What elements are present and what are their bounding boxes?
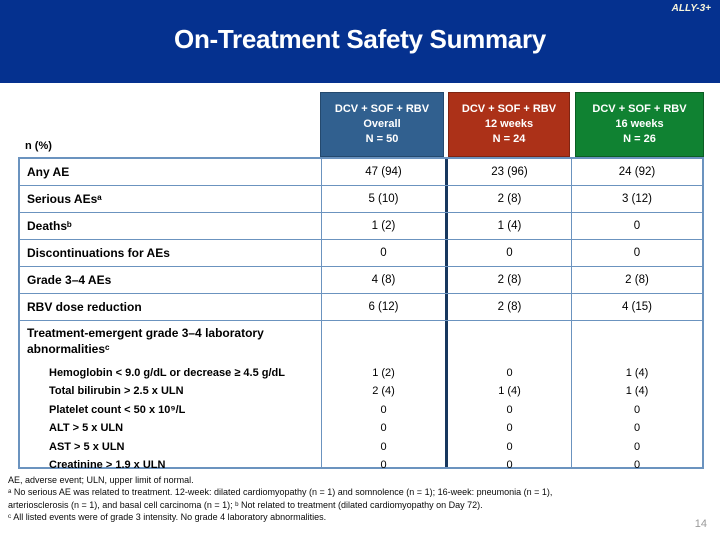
cell-value: 4 (15) [621, 301, 653, 313]
row-label: Serious AEsᵃ [20, 186, 322, 212]
cell-value: 1 (4) [625, 367, 649, 379]
cell-value: 0 [322, 240, 448, 266]
table-row-any-ae: Any AE 47 (94) 23 (96) 24 (92) [20, 159, 702, 186]
column-header-overall: DCV + SOF + RBV Overall N = 50 [320, 92, 444, 157]
cell-value: 2 (8) [448, 267, 572, 293]
table-row-deaths: Deathsᵇ 1 (2) 1 (4) 0 [20, 213, 702, 240]
column-header-line: 12 weeks [484, 118, 534, 130]
cell-value: 0 [506, 367, 513, 379]
cell-value: 1 (4) [625, 385, 649, 398]
lab-section-heading-line: Treatment-emergent grade 3–4 laboratory [27, 326, 264, 340]
cell-value: 0 [506, 403, 513, 416]
column-header-line: 16 weeks [615, 118, 664, 130]
lab-values-overall: 1 (2) 2 (4) 0 0 0 0 [322, 321, 448, 471]
table-row-grade-3-4-aes: Grade 3–4 AEs 4 (8) 2 (8) 2 (8) [20, 267, 702, 294]
column-header-line: N = 24 [492, 133, 526, 145]
lab-item-label: Creatinine > 1.9 x ULN [49, 459, 166, 472]
cell-value: 2 (8) [625, 274, 649, 286]
lab-item-label: ALT > 5 x ULN [49, 422, 124, 435]
row-label: Deathsᵇ [20, 213, 322, 239]
cell-value: 4 (8) [322, 267, 448, 293]
cell-value: 0 [506, 422, 513, 435]
cell-value: 0 [380, 440, 387, 453]
column-header-line: N = 50 [365, 133, 399, 145]
cell-value: 0 [380, 403, 387, 416]
footnote-a-line2-and-b: arteriosclerosis (n = 1), and basal cell… [8, 499, 483, 510]
cell-value: 3 (12) [621, 193, 653, 205]
cell-value: 0 [448, 240, 572, 266]
table-row-serious-aes: Serious AEsᵃ 5 (10) 2 (8) 3 (12) [20, 186, 702, 213]
column-header-12-weeks: DCV + SOF + RBV 12 weeks N = 24 [448, 92, 570, 157]
cell-value: 1 (4) [498, 385, 521, 398]
column-header-line: N = 26 [623, 133, 656, 145]
page-number: 14 [694, 518, 707, 530]
cell-value: 6 (12) [322, 294, 448, 320]
cell-value: 2 (8) [448, 294, 572, 320]
page-title: On-Treatment Safety Summary [174, 24, 546, 54]
cell-value: 0 [380, 422, 387, 435]
row-label: RBV dose reduction [20, 294, 322, 320]
column-header-line: DCV + SOF + RBV [334, 103, 430, 115]
cell-value: 0 [633, 220, 641, 232]
cell-value: 24 (92) [618, 166, 656, 178]
cell-value: 2 (8) [448, 186, 572, 212]
footnotes: AE, adverse event; ULN, upper limit of n… [8, 474, 712, 523]
table-row-rbv-dose-reduction: RBV dose reduction 6 (12) 2 (8) 4 (15) [20, 294, 702, 321]
cell-value: 0 [633, 459, 641, 472]
cell-value: 5 (10) [322, 186, 448, 212]
footnote-c: ᶜ All listed events were of grade 3 inte… [8, 511, 327, 522]
lab-values-12-weeks: 0 1 (4) 0 0 0 0 [448, 321, 572, 471]
column-header-line: Overall [363, 118, 401, 130]
cell-value: 23 (96) [448, 159, 572, 185]
lab-values-16-weeks: 1 (4) 1 (4) 0 0 0 0 [572, 321, 702, 471]
study-tag: ALLY-3+ [671, 3, 711, 14]
row-label: Discontinuations for AEs [20, 240, 322, 266]
footnote-a-line1: ᵃ No serious AE was related to treatment… [8, 487, 553, 498]
cell-value: 0 [380, 459, 387, 472]
row-label: Any AE [20, 159, 322, 185]
table-header-row: DCV + SOF + RBV Overall N = 50 DCV + SOF… [320, 92, 704, 157]
column-header-line: DCV + SOF + RBV [461, 103, 557, 115]
table-row-lab-abnormalities: Treatment-emergent grade 3–4 laboratory … [20, 321, 702, 471]
lab-item-label: AST > 5 x ULN [49, 440, 125, 453]
footnote-abbreviations: AE, adverse event; ULN, upper limit of n… [8, 475, 194, 485]
cell-value: 1 (4) [448, 213, 572, 239]
lab-item-label: Platelet count < 50 x 10⁹/L [49, 403, 186, 416]
lab-item-label: Total bilirubin > 2.5 x ULN [49, 385, 184, 398]
row-label: Grade 3–4 AEs [20, 267, 322, 293]
table-row-discontinuations: Discontinuations for AEs 0 0 0 [20, 240, 702, 267]
column-header-16-weeks: DCV + SOF + RBV 16 weeks N = 26 [575, 92, 704, 157]
cell-value: 47 (94) [322, 159, 448, 185]
table-body: Any AE 47 (94) 23 (96) 24 (92) Serious A… [18, 157, 704, 471]
lab-item-label: Hemoglobin < 9.0 g/dL or decrease ≥ 4.5 … [49, 367, 285, 379]
cell-value: 0 [633, 247, 641, 259]
cell-value: 2 (4) [372, 385, 395, 398]
lab-section-label: Treatment-emergent grade 3–4 laboratory … [20, 321, 322, 471]
lab-item-list: Hemoglobin < 9.0 g/dL or decrease ≥ 4.5 … [27, 364, 321, 474]
cell-value: 1 (2) [322, 213, 448, 239]
cell-value: 0 [506, 440, 513, 453]
row-header-label: n (%) [25, 140, 52, 152]
cell-value: 0 [633, 440, 641, 453]
title-banner: ALLY-3+ On-Treatment Safety Summary [0, 0, 720, 83]
cell-value: 0 [506, 459, 513, 472]
cell-value: 1 (2) [372, 367, 395, 379]
column-header-line: DCV + SOF + RBV [592, 103, 687, 115]
lab-section-heading-line: abnormalitiesᶜ [27, 342, 110, 356]
cell-value: 0 [633, 403, 641, 416]
cell-value: 0 [633, 422, 641, 435]
